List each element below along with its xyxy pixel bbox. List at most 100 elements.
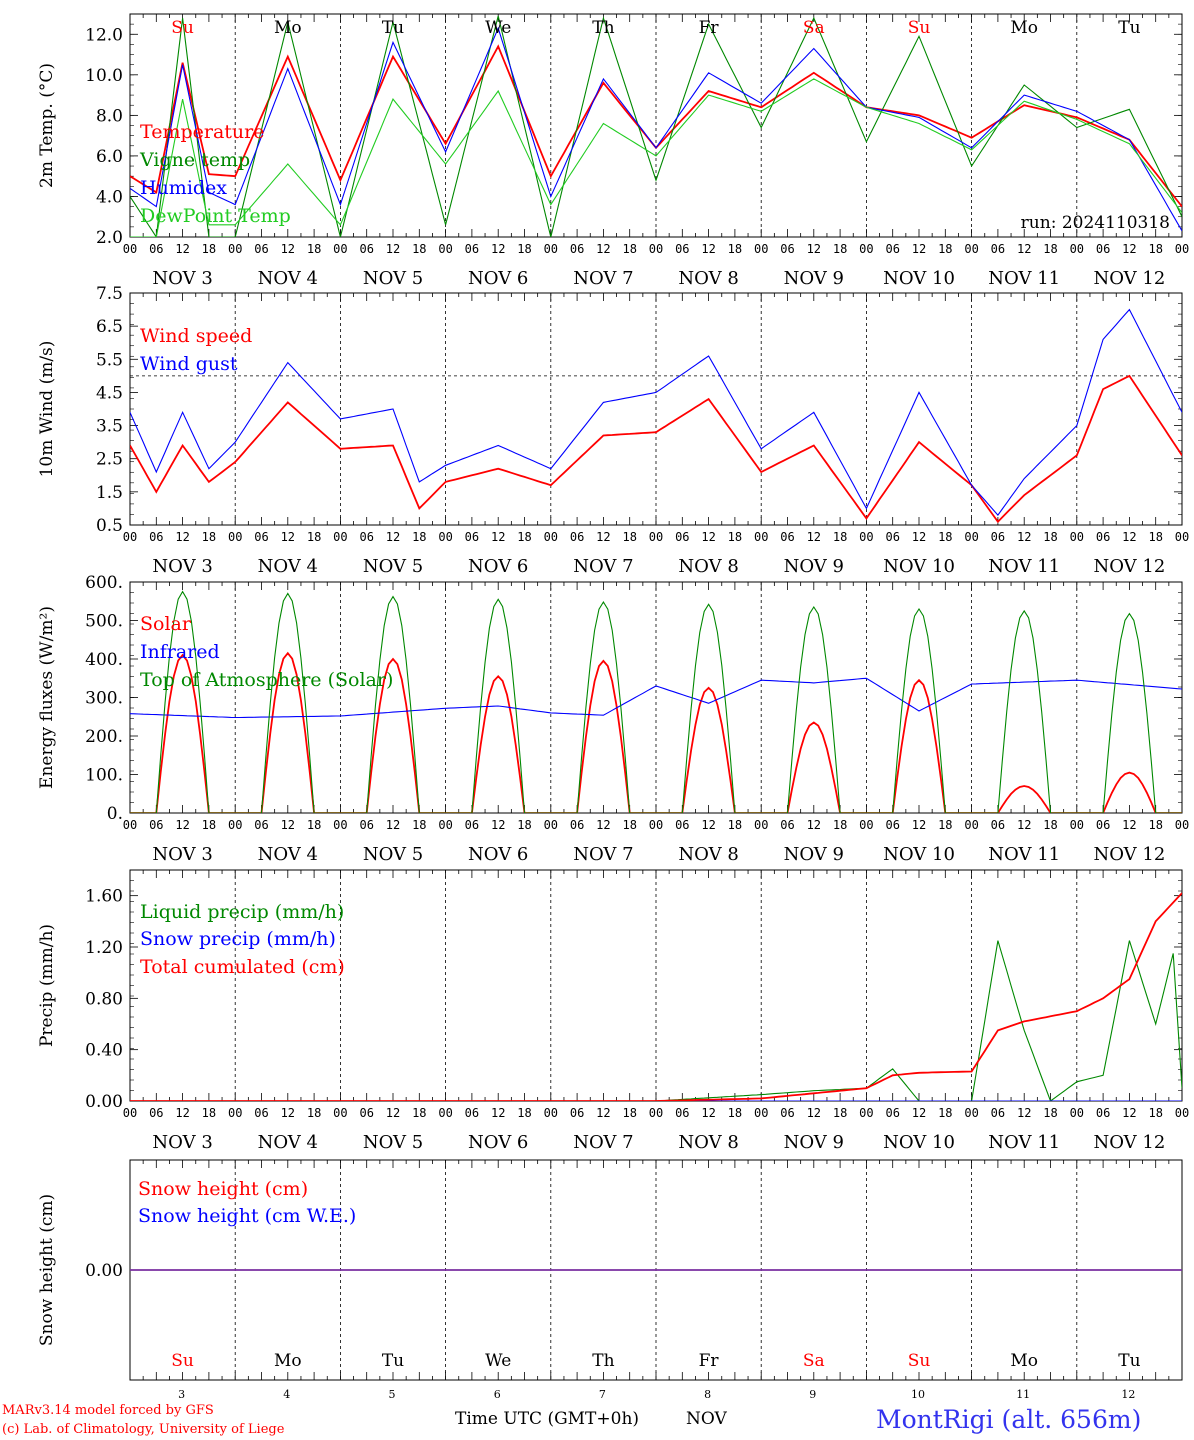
y-tick-label: 8.0 bbox=[96, 106, 123, 126]
x-hour-label: 18 bbox=[202, 242, 216, 256]
x-day-label: NOV 5 bbox=[363, 1132, 423, 1153]
series-group bbox=[130, 892, 1182, 1101]
x-hour-label: 18 bbox=[412, 818, 426, 832]
x-hour-label: 12 bbox=[1122, 530, 1136, 544]
y-tick-label: 400. bbox=[85, 650, 123, 670]
x-hour-label: 12 bbox=[1017, 530, 1031, 544]
legend-entry: Top of Atmosphere (Solar) bbox=[140, 669, 393, 691]
x-hour-label: 12 bbox=[175, 242, 189, 256]
x-hour-label: 06 bbox=[359, 818, 373, 832]
legend-entry: Humidex bbox=[140, 177, 227, 199]
x-hour-label: 06 bbox=[991, 242, 1005, 256]
x-day-label: NOV 7 bbox=[573, 844, 633, 865]
x-day-label: NOV 6 bbox=[468, 1132, 528, 1153]
x-hour-label: 06 bbox=[885, 1106, 899, 1120]
x-hour-label: 00 bbox=[964, 530, 978, 544]
x-day-label: NOV 11 bbox=[988, 1132, 1060, 1153]
x-hour-label: 18 bbox=[622, 530, 636, 544]
x-hour-label: 18 bbox=[202, 818, 216, 832]
x-day-label: NOV 10 bbox=[883, 268, 955, 289]
x-hour-label: 00 bbox=[438, 242, 452, 256]
footer-credit: (c) Lab. of Climatology, University of L… bbox=[2, 1422, 285, 1437]
x-day-number: 8 bbox=[704, 1388, 711, 1401]
x-day-number: 3 bbox=[178, 1388, 185, 1401]
x-day-label: NOV 8 bbox=[678, 844, 738, 865]
y-axis-label: Snow height (cm) bbox=[37, 1194, 57, 1346]
x-hour-label: 12 bbox=[807, 242, 821, 256]
x-hour-label: 12 bbox=[281, 1106, 295, 1120]
legend-entry: Snow height (cm W.E.) bbox=[138, 1205, 356, 1227]
x-hour-label: 00 bbox=[964, 242, 978, 256]
x-hour-label: 12 bbox=[281, 530, 295, 544]
weekday-label: Fr bbox=[699, 18, 720, 38]
weekday-label: Th bbox=[592, 1351, 614, 1371]
y-tick-label: 200. bbox=[85, 727, 123, 747]
x-hour-label: 12 bbox=[175, 530, 189, 544]
x-hour-label: 06 bbox=[885, 530, 899, 544]
x-hour-label: 18 bbox=[1043, 530, 1057, 544]
x-hour-label: 18 bbox=[517, 818, 531, 832]
x-hour-label: 18 bbox=[728, 818, 742, 832]
x-day-label: NOV 6 bbox=[468, 268, 528, 289]
x-hour-label: 06 bbox=[1096, 818, 1110, 832]
x-hour-label: 12 bbox=[807, 530, 821, 544]
x-hour-label: 18 bbox=[833, 530, 847, 544]
x-hour-label: 18 bbox=[412, 242, 426, 256]
x-day-label: NOV 4 bbox=[258, 844, 318, 865]
y-tick-label: 6.5 bbox=[96, 317, 123, 337]
x-hour-label: 18 bbox=[517, 1106, 531, 1120]
x-day-label: NOV 3 bbox=[152, 268, 212, 289]
x-hour-label: 12 bbox=[807, 818, 821, 832]
series-line-top-of-atmosphere-solar- bbox=[130, 590, 1182, 813]
x-hour-label: 00 bbox=[123, 1106, 137, 1120]
x-hour-label: 00 bbox=[123, 530, 137, 544]
legend-entry: Snow height (cm) bbox=[138, 1178, 308, 1200]
x-hour-label: 18 bbox=[938, 242, 952, 256]
x-hour-label: 18 bbox=[1148, 530, 1162, 544]
x-day-label: NOV 9 bbox=[784, 556, 844, 577]
x-hour-label: 00 bbox=[754, 818, 768, 832]
x-hour-label: 06 bbox=[254, 242, 268, 256]
x-hour-label: 12 bbox=[491, 1106, 505, 1120]
series-group bbox=[130, 308, 1182, 524]
x-hour-label: 12 bbox=[491, 818, 505, 832]
weekday-label: Tu bbox=[1118, 1351, 1140, 1371]
x-hour-label: 00 bbox=[754, 530, 768, 544]
x-hour-label: 06 bbox=[1096, 242, 1110, 256]
x-day-label: NOV 3 bbox=[152, 1132, 212, 1153]
x-hour-label: 06 bbox=[780, 242, 794, 256]
weekday-label: Tu bbox=[382, 18, 404, 38]
x-hour-label: 00 bbox=[859, 530, 873, 544]
y-axis-label: 2m Temp. (°C) bbox=[37, 63, 57, 188]
x-axis-month: NOV bbox=[686, 1409, 728, 1429]
weekday-label: Mo bbox=[274, 1351, 302, 1371]
x-day-label: NOV 11 bbox=[988, 844, 1060, 865]
y-tick-label: 0.00 bbox=[85, 1261, 123, 1281]
y-tick-label: 100. bbox=[85, 766, 123, 786]
y-axis-label: Energy fluxes (W/m²) bbox=[37, 606, 57, 789]
y-tick-label: 0.00 bbox=[85, 1092, 123, 1112]
legend-entry: Wind speed bbox=[140, 325, 252, 347]
x-hour-label: 18 bbox=[938, 530, 952, 544]
weekday-label: We bbox=[485, 1351, 511, 1371]
x-hour-label: 18 bbox=[1148, 1106, 1162, 1120]
x-hour-label: 12 bbox=[175, 1106, 189, 1120]
y-tick-label: 6.0 bbox=[96, 147, 123, 167]
series-group bbox=[130, 15, 1182, 237]
x-hour-label: 06 bbox=[465, 242, 479, 256]
series-line-humidex bbox=[130, 26, 1182, 232]
x-hour-label: 06 bbox=[1096, 530, 1110, 544]
x-hour-label: 12 bbox=[701, 818, 715, 832]
x-day-number: 5 bbox=[389, 1388, 396, 1401]
x-hour-label: 18 bbox=[202, 530, 216, 544]
y-tick-label: 4.5 bbox=[96, 383, 123, 403]
x-hour-label: 06 bbox=[885, 242, 899, 256]
x-hour-label: 12 bbox=[491, 242, 505, 256]
y-tick-label: 600. bbox=[85, 573, 123, 593]
x-hour-label: 12 bbox=[701, 242, 715, 256]
x-hour-label: 12 bbox=[596, 818, 610, 832]
weekday-label: Tu bbox=[1118, 18, 1140, 38]
x-hour-label: 12 bbox=[807, 1106, 821, 1120]
x-hour-label: 18 bbox=[1043, 1106, 1057, 1120]
